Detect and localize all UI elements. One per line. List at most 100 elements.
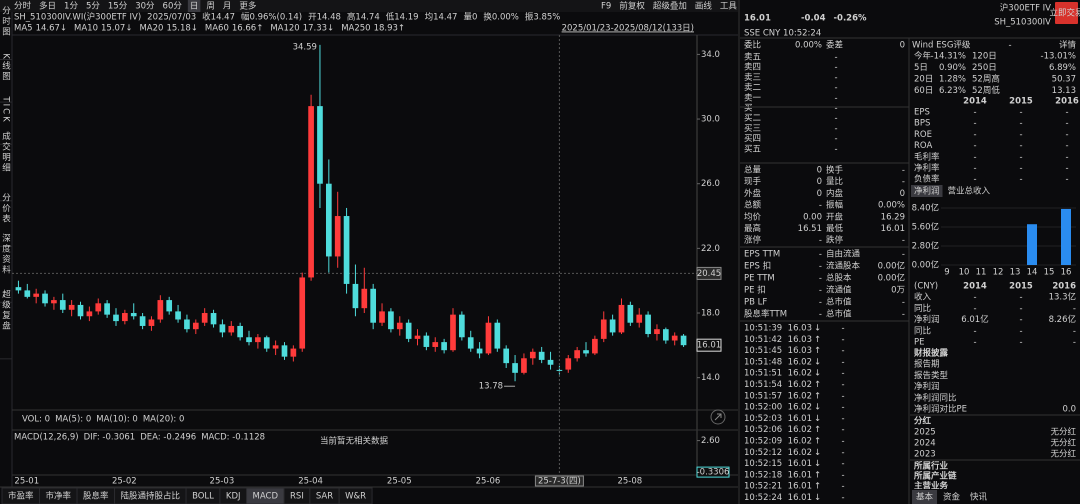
empty-note: 当前暂无相关数据: [320, 436, 389, 447]
tool-button[interactable]: 画线: [695, 1, 713, 12]
book-label: 量比: [826, 176, 843, 187]
candle-body: [68, 304, 75, 310]
return-label: 20日: [914, 75, 933, 85]
period-tab[interactable]: 30分: [135, 2, 155, 12]
book-label: 总量: [744, 165, 762, 176]
indicator-tab[interactable]: W&R: [345, 492, 366, 502]
period-tab[interactable]: 更多: [239, 1, 257, 12]
period-tab[interactable]: 多日: [39, 1, 56, 12]
candle-body: [148, 319, 155, 326]
trade-time: 10:52:24: [744, 493, 782, 503]
candle-body: [423, 335, 430, 347]
sidebar-tab[interactable]: 分价表: [1, 193, 11, 225]
indicator-tab[interactable]: SAR: [316, 492, 333, 502]
macd-current: -0.3306: [697, 468, 730, 478]
period-tab[interactable]: 1分: [64, 2, 78, 12]
fin-value: -: [1065, 108, 1068, 118]
period-tab[interactable]: 周: [206, 2, 215, 12]
book-label: 均价: [744, 211, 762, 222]
period-tab[interactable]: 60分: [163, 2, 183, 12]
sidebar-tab[interactable]: 分时图: [1, 6, 11, 38]
period-tab[interactable]: 分时: [14, 1, 32, 12]
fin2-label: 同比: [914, 303, 931, 314]
trade-price: 16.01: [788, 493, 812, 503]
dividend-year: 2025: [914, 428, 936, 438]
period-tab[interactable]: 15分: [108, 2, 128, 12]
return-label: 52周低: [972, 85, 1000, 96]
bottom-tab[interactable]: 基本: [916, 492, 934, 503]
report-label: 净利润同比: [914, 392, 957, 403]
level-value: -: [834, 93, 837, 103]
fin2-header: (CNY): [914, 282, 938, 292]
trade-volume: -: [841, 357, 844, 367]
tool-button[interactable]: F9: [601, 2, 611, 12]
book-label: 总股本: [826, 273, 852, 284]
book-label: 总市值: [826, 309, 852, 320]
vol-label: MA(5): 0: [55, 415, 91, 425]
trade-time: 10:51:45: [744, 346, 782, 356]
book-label: PB LF: [744, 298, 767, 308]
trade-arrow: ↑: [814, 380, 821, 390]
candle-body: [228, 325, 235, 333]
indicator-tab[interactable]: MACD: [253, 492, 279, 502]
candle-body: [680, 335, 687, 346]
bottom-tab[interactable]: 资金: [943, 492, 961, 503]
candle-body: [166, 300, 173, 312]
indicator-tab[interactable]: RSI: [290, 492, 304, 502]
book-value: -: [819, 236, 822, 246]
y-tick-label: 2.60: [701, 436, 720, 446]
trade-volume: -: [841, 425, 844, 435]
fin-tab[interactable]: 净利润: [914, 186, 940, 197]
book-value: 0: [817, 189, 822, 199]
expand-icon[interactable]: [710, 409, 726, 425]
return-label: 120日: [972, 52, 997, 62]
ma-label: MA5: [14, 24, 33, 34]
book-label: EPS 扣: [744, 261, 771, 272]
candle-body: [139, 316, 146, 326]
book-value: 0: [817, 166, 822, 176]
quote-info: 高14.74: [347, 12, 380, 23]
indicator-tab[interactable]: 市盈率: [8, 491, 34, 502]
fin-label: 负债率: [914, 174, 940, 185]
tool-button[interactable]: 超级叠加: [653, 1, 687, 12]
sidebar-tab[interactable]: K线图: [1, 53, 11, 82]
fin-tab[interactable]: 营业总收入: [948, 186, 991, 197]
candle-body: [59, 300, 66, 310]
indicator-tab[interactable]: BOLL: [192, 492, 214, 502]
x-tick-label: 25-05: [387, 477, 412, 487]
vol-label: VOL: 0: [22, 415, 50, 425]
tool-button[interactable]: 前复权: [619, 1, 645, 12]
sidebar-tab[interactable]: TICK: [1, 95, 11, 123]
tool-button[interactable]: 工具: [720, 2, 738, 12]
fin-value: -: [973, 175, 976, 185]
year-header: 2016: [1055, 97, 1079, 107]
period-tab[interactable]: 5分: [86, 2, 100, 12]
trade-button[interactable]: [1055, 2, 1078, 24]
period-tab[interactable]: 日: [190, 2, 199, 12]
level-value: -: [834, 104, 837, 114]
trade-arrow: ↓: [814, 324, 821, 334]
x-tick-label: 13: [1010, 268, 1021, 278]
macd-label: DIF: -0.3061: [84, 433, 136, 443]
esg-link[interactable]: 详情: [1059, 40, 1077, 51]
security-code: SH_510300IV: [994, 18, 1051, 28]
indicator-tab[interactable]: 股息率: [83, 491, 109, 502]
indicator-tab[interactable]: 陆股通持股占比: [121, 491, 181, 502]
trade-volume: -: [841, 324, 844, 334]
trade-label[interactable]: 立即交易: [1049, 8, 1080, 19]
book-label: 股息率TTM: [744, 309, 787, 320]
bottom-tab[interactable]: 快讯: [970, 492, 988, 503]
sidebar-tab[interactable]: 成交明细: [1, 131, 11, 174]
sidebar-tab[interactable]: 深度资料: [1, 233, 11, 275]
vol-label: MA(10): 0: [96, 415, 138, 425]
indicator-tab[interactable]: 市净率: [46, 491, 72, 502]
period-tab[interactable]: 月: [223, 2, 232, 12]
fin-value: -: [973, 119, 976, 129]
return-value: 0.90%: [939, 63, 966, 73]
sidebar-tab[interactable]: 超级复盘: [1, 289, 11, 332]
trade-time: 10:52:03: [744, 414, 782, 424]
candle-body: [512, 363, 518, 373]
trade-arrow: ↓: [814, 459, 821, 469]
fin-value: -: [973, 130, 976, 140]
indicator-tab[interactable]: KDJ: [226, 492, 241, 502]
